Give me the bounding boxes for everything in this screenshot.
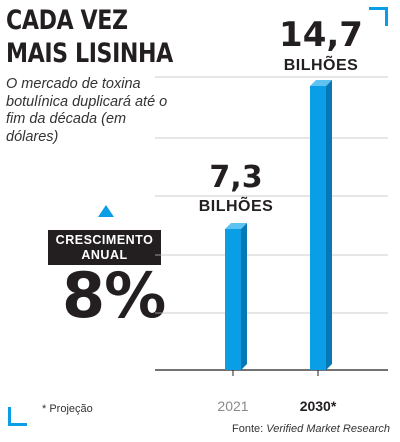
bar-unit-label-0: BILHÕES	[199, 195, 274, 215]
bar-value-label-0: 7,3	[209, 160, 262, 195]
corner-bracket-top-right	[369, 7, 388, 26]
category-label-0: 2021	[217, 398, 248, 414]
source-credit: Fonte: Verified Market Research	[232, 423, 390, 435]
corner-bracket-bottom-left	[8, 407, 27, 426]
bar-unit-label-1: BILHÕES	[284, 54, 359, 74]
source-name: Verified Market Research	[266, 423, 390, 435]
bar-0	[225, 228, 241, 370]
bar-top-0	[225, 222, 247, 229]
footnote: * Projeção	[42, 403, 93, 415]
chart-title: CADA VEZ MAIS LISINHA	[6, 4, 173, 70]
bar-value-label-1: 14,7	[279, 15, 363, 55]
title-line-2: MAIS LISINHA	[6, 38, 173, 69]
bar-top-1	[310, 80, 332, 86]
source-prefix: Fonte:	[232, 423, 267, 435]
bar-side-0	[241, 222, 247, 370]
title-line-1: CADA VEZ	[6, 5, 128, 36]
bar-1	[310, 86, 326, 370]
growth-value: 8%	[62, 259, 166, 332]
bar-side-1	[326, 80, 332, 370]
chart-subtitle: O mercado de toxina botulínica duplicará…	[6, 76, 168, 145]
growth-label: CRESCIMENTO ANUAL	[48, 230, 161, 265]
category-label-1: 2030*	[300, 398, 337, 414]
triangle-up-icon	[98, 205, 114, 217]
